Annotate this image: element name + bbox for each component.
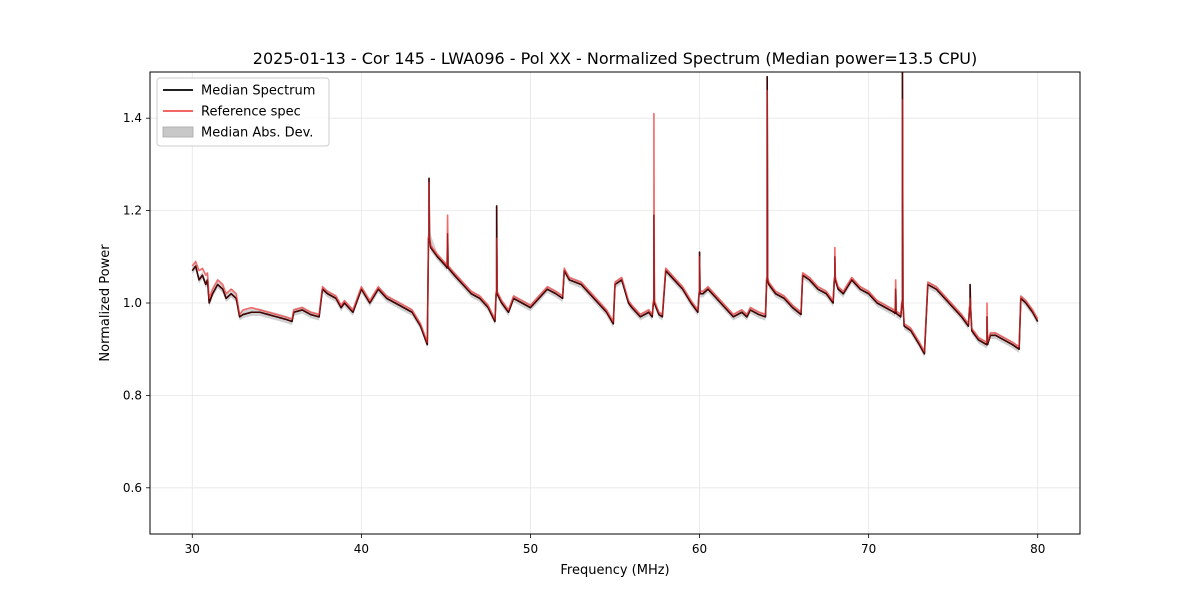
y-tick-label: 0.8 — [123, 388, 142, 402]
axis-ticks: 30 40 50 60 70 80 0.6 0.8 1.0 1.2 1.4 — [123, 111, 1045, 556]
x-tick-label: 60 — [692, 542, 707, 556]
overlap-trace — [191, 72, 1039, 355]
legend-swatch-patch — [162, 126, 194, 138]
x-tick-label: 50 — [523, 542, 538, 556]
legend: Median Spectrum Reference spec Median Abs.… — [156, 77, 330, 147]
x-tick-label: 40 — [354, 542, 369, 556]
x-tick-label: 30 — [185, 542, 200, 556]
y-axis-label: Normalized Power — [98, 244, 113, 362]
legend-frame — [156, 77, 330, 147]
y-tick-label: 0.6 — [123, 481, 142, 495]
chart-title: 2025-01-13 - Cor 145 - LWA096 - Pol XX -… — [253, 49, 977, 68]
legend-label: Median Abs. Dev. — [201, 126, 313, 141]
grid — [150, 72, 1080, 534]
x-tick-label: 80 — [1030, 542, 1045, 556]
y-tick-label: 1.0 — [123, 296, 142, 310]
x-tick-label: 70 — [861, 542, 876, 556]
x-axis-label: Frequency (MHz) — [560, 563, 669, 578]
y-tick-label: 1.2 — [123, 204, 142, 218]
legend-label: Median Spectrum — [201, 84, 315, 99]
y-tick-label: 1.4 — [123, 111, 142, 125]
series-lines — [191, 72, 1039, 355]
legend-label: Reference spec — [201, 105, 301, 120]
